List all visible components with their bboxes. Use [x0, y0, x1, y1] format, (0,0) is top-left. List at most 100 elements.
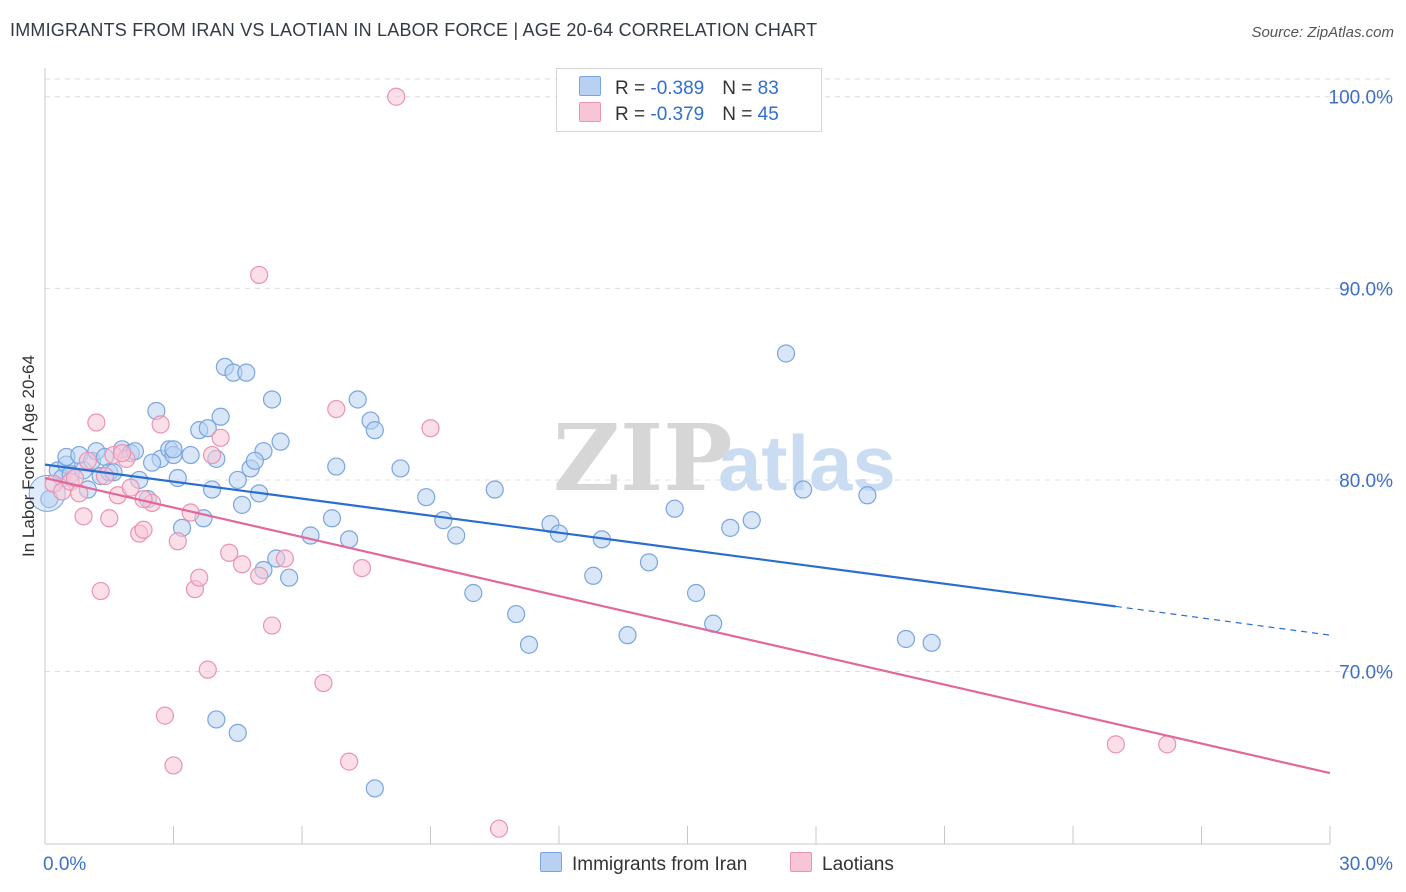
data-point: [421, 419, 440, 438]
data-point: [202, 480, 222, 499]
data-point: [181, 445, 200, 465]
trend-line-laotians: [44, 476, 1331, 775]
legend-n-value: 83: [757, 78, 779, 99]
data-point: [896, 629, 916, 649]
legend-swatch-iran: [579, 76, 601, 96]
data-point: [91, 581, 110, 601]
data-point: [340, 530, 359, 549]
data-point: [78, 451, 97, 470]
data-point: [245, 451, 264, 470]
data-point: [391, 459, 410, 478]
data-point: [447, 526, 466, 545]
x-tick-label: 30.0%: [1339, 854, 1393, 875]
data-point: [434, 511, 453, 530]
data-point: [134, 520, 153, 539]
data-point: [417, 488, 436, 507]
legend: R = -0.389 N = 83 R = -0.379 N = 45: [556, 68, 822, 132]
data-point: [776, 344, 796, 363]
data-point: [164, 756, 183, 775]
legend-swatch-laotians: [579, 102, 601, 122]
data-point: [232, 495, 252, 514]
data-point: [618, 626, 637, 645]
data-point: [155, 706, 175, 725]
data-point: [365, 779, 384, 798]
data-point: [519, 635, 539, 654]
series-iran-points: [28, 344, 941, 798]
trend-lines: [44, 463, 1331, 775]
data-point: [365, 421, 384, 440]
data-point: [100, 509, 119, 528]
data-point: [211, 428, 230, 447]
data-point: [721, 518, 740, 537]
trend-line-iran: [44, 463, 1116, 608]
bottom-legend-label-iran: Immigrants from Iran: [572, 854, 748, 875]
legend-r-label: R =: [615, 104, 651, 125]
data-point: [507, 604, 526, 624]
bottom-legend-swatch-laotians: [790, 852, 812, 872]
series-laotians-points: [44, 87, 1177, 838]
data-point: [327, 457, 346, 476]
legend-row-laotians: R = -0.379 N = 45: [579, 102, 779, 126]
data-point: [1158, 735, 1177, 754]
data-point: [280, 568, 299, 587]
data-point: [202, 445, 222, 465]
data-point: [686, 583, 706, 603]
legend-r-value: -0.379: [650, 104, 705, 125]
axes: [44, 68, 1331, 845]
data-point: [340, 752, 359, 771]
data-point: [464, 583, 483, 603]
data-point: [1106, 735, 1125, 754]
data-point: [327, 399, 346, 419]
bottom-legend-swatch-iran: [540, 852, 562, 872]
y-tick-label: 90.0%: [1339, 279, 1393, 300]
x-tick-label: 0.0%: [43, 854, 86, 875]
data-point: [314, 673, 333, 693]
data-point: [387, 87, 406, 106]
data-point: [142, 453, 162, 472]
bottom-legend-laotians: Laotians: [790, 852, 894, 876]
tick-labels: 70.0% 80.0% 90.0% 100.0% 0.0% 30.0% In Labor F…: [19, 88, 1393, 875]
data-point: [250, 566, 269, 585]
data-point: [121, 478, 140, 497]
source-label: Source: ZipAtlas.com: [1251, 24, 1394, 41]
data-point: [275, 549, 294, 568]
data-point: [262, 616, 282, 635]
bottom-legend-label-laotians: Laotians: [822, 854, 894, 875]
y-tick-label: 70.0%: [1339, 663, 1393, 684]
data-point: [112, 444, 132, 463]
data-point: [794, 480, 813, 499]
legend-row-iran: R = -0.389 N = 83: [579, 76, 779, 100]
data-point: [198, 660, 217, 679]
data-point: [485, 480, 504, 499]
data-point: [348, 390, 367, 409]
data-point: [228, 723, 247, 742]
trend-line-iran-extension: [1115, 605, 1331, 636]
y-tick-label: 80.0%: [1339, 471, 1393, 492]
data-point: [220, 543, 239, 562]
data-point: [639, 553, 659, 572]
data-point: [207, 710, 226, 729]
data-point: [584, 566, 603, 585]
watermark-zip: ZIP: [553, 404, 732, 512]
data-point: [190, 568, 209, 587]
data-point: [151, 415, 170, 434]
data-point: [168, 532, 187, 551]
data-point: [922, 633, 941, 652]
legend-r-value: -0.389: [650, 78, 705, 99]
data-point: [228, 470, 247, 490]
data-point: [352, 558, 372, 578]
data-point: [489, 819, 509, 838]
data-point: [237, 363, 256, 382]
data-point: [665, 499, 684, 518]
data-point: [858, 486, 877, 505]
data-point: [250, 265, 269, 285]
data-point: [87, 413, 106, 432]
legend-r-label: R =: [615, 78, 651, 99]
data-point: [262, 390, 282, 409]
legend-n-value: 45: [757, 104, 779, 125]
data-point: [271, 432, 290, 451]
bottom-legend-iran: Immigrants from Iran: [540, 852, 747, 876]
data-point: [95, 467, 115, 486]
